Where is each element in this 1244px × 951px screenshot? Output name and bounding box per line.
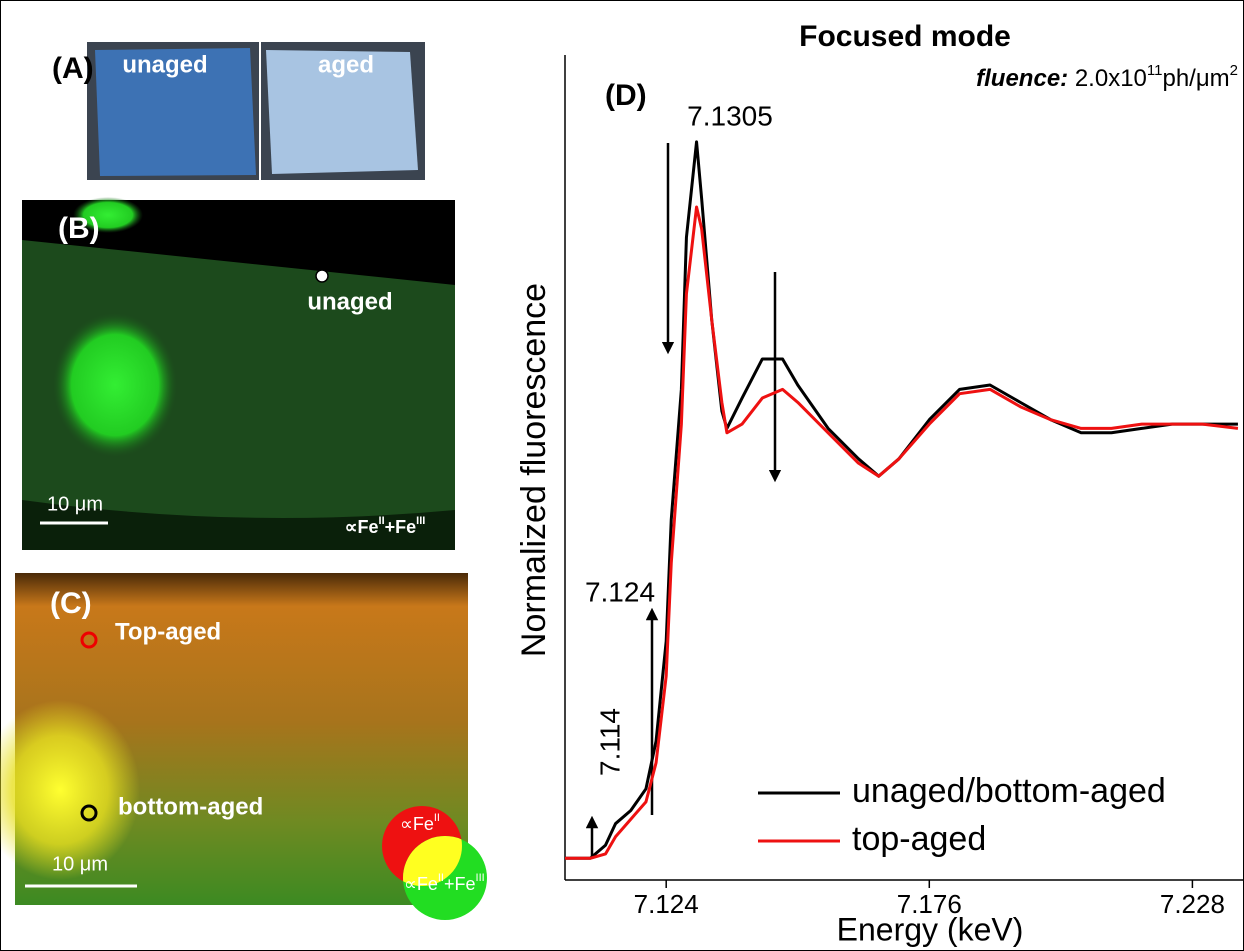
x-tick-label: 7.124 <box>634 889 699 919</box>
x-tick-label: 7.228 <box>1160 889 1225 919</box>
scale-label: 10 μm <box>47 493 103 515</box>
superscript: 2 <box>1230 62 1238 79</box>
fluence-label: fluence: 2.0x1011ph/μm2 <box>976 62 1238 92</box>
channel-text: ∝Fe <box>400 814 434 834</box>
figure: (A) unaged aged (B) unaged 10 μm ∝FeII+F… <box>0 0 1244 951</box>
data-line <box>565 142 1238 858</box>
panel-d: Focused mode (D) fluence: 2.0x1011ph/μm2… <box>515 20 1243 948</box>
point-marker <box>316 270 328 282</box>
data-line <box>565 207 1238 858</box>
legend-label: unaged/bottom-aged <box>852 772 1166 810</box>
panel-label: (A) <box>52 52 94 85</box>
green-spot <box>53 313 177 457</box>
channel-label: ∝FeII+FeIII <box>345 515 426 537</box>
superscript: III <box>476 872 485 884</box>
fluence-unit: ph/μm <box>1162 65 1229 92</box>
panel-c: (C) Top-aged bottom-aged 10 μm ∝FeII ∝Fe… <box>0 573 487 920</box>
point-label: Top-aged <box>115 618 221 645</box>
annotation: 7.114 <box>594 708 625 776</box>
legend-label: top-aged <box>852 820 986 858</box>
panel-label: (D) <box>605 79 647 112</box>
channel-text: +Fe <box>444 874 476 894</box>
x-tick-label: 7.176 <box>897 889 962 919</box>
channel-text: ∝Fe <box>404 874 438 894</box>
channel-text: ∝Fe <box>345 517 379 537</box>
image-label: unaged <box>122 51 207 78</box>
chart-title: Focused mode <box>799 20 1011 53</box>
point-label: bottom-aged <box>118 793 263 820</box>
fluence-key: fluence: <box>976 65 1068 92</box>
superscript: III <box>416 515 425 527</box>
fluence-value: 2.0x10 <box>1068 65 1147 92</box>
annotation: 7.124 <box>585 576 655 607</box>
panel-b: (B) unaged 10 μm ∝FeII+FeIII <box>22 197 455 550</box>
page: (A) unaged aged (B) unaged 10 μm ∝FeII+F… <box>0 0 1244 951</box>
image-label: aged <box>318 51 374 78</box>
scale-label: 10 μm <box>52 853 108 875</box>
channel-text: +Fe <box>385 517 417 537</box>
superscript: 11 <box>1147 62 1163 79</box>
channel-label: ∝FeII+FeIII <box>404 872 485 894</box>
annotation: 7.1305 <box>687 100 773 131</box>
y-axis-label: Normalized fluorescence <box>515 283 553 657</box>
point-label: unaged <box>307 288 392 315</box>
panel-label: (B) <box>58 212 100 245</box>
panel-a: (A) unaged aged <box>52 42 425 180</box>
superscript: II <box>434 812 440 824</box>
panel-label: (C) <box>50 587 92 620</box>
